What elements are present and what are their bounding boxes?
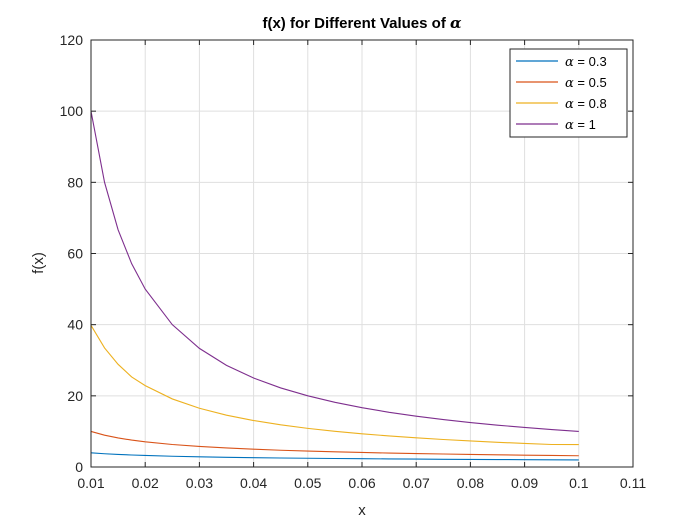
x-tick-label: 0.03 (186, 475, 213, 491)
x-axis-label: x (358, 502, 366, 519)
x-tick-label: 0.1 (569, 475, 589, 491)
legend-symbol: α (565, 55, 574, 70)
chart-title: f(x) for Different Values of α (262, 14, 462, 32)
legend-value: = 1 (574, 117, 596, 132)
x-tick-label: 0.05 (294, 475, 321, 491)
legend-entry-1: α = 0.3 (565, 54, 607, 70)
x-tick-label: 0.04 (240, 475, 267, 491)
y-tick-label: 40 (67, 317, 83, 333)
legend-value: = 0.5 (574, 75, 607, 90)
x-tick-label: 0.06 (348, 475, 375, 491)
x-tick-label: 0.02 (132, 475, 159, 491)
x-tick-label: 0.08 (457, 475, 484, 491)
legend-symbol: α (565, 118, 574, 133)
series-line-3 (90, 325, 579, 446)
y-tick-label: 60 (67, 246, 83, 262)
series-line-1 (90, 452, 579, 461)
y-tick-label: 20 (67, 388, 83, 404)
legend-symbol: α (565, 97, 574, 112)
chart-title-symbol: α (450, 14, 462, 32)
legend-box (509, 48, 628, 138)
x-tick-label: 0.01 (77, 475, 104, 491)
x-tick-label: 0.11 (620, 475, 646, 491)
legend-symbol: α (565, 76, 574, 91)
legend-entry-2: α = 0.5 (565, 75, 607, 91)
legend-value: = 0.3 (574, 54, 607, 69)
axis-ticks: 0.01 0.02 0.03 0.04 0.05 0.06 0.07 0.08 0.09 0.1 0… (60, 32, 647, 491)
y-tick-label: 80 (67, 174, 83, 190)
y-tick-label: 120 (60, 32, 84, 48)
y-axis-label: f(x) (30, 252, 47, 274)
series-line-2 (90, 430, 579, 457)
chart-title-text: f(x) for Different Values of (262, 15, 450, 32)
legend-value: = 0.8 (574, 96, 607, 111)
y-tick-label: 100 (60, 103, 84, 119)
legend: α = 0.3α = 0.5α = 0.8α = 1 (509, 48, 628, 138)
x-tick-label: 0.07 (403, 475, 430, 491)
series-lines (90, 111, 579, 461)
y-tick-label: 0 (75, 459, 83, 475)
x-tick-label: 0.09 (511, 475, 538, 491)
legend-entry-3: α = 0.8 (565, 96, 607, 112)
series-line-4 (90, 111, 579, 432)
legend-entry-4: α = 1 (565, 117, 596, 133)
